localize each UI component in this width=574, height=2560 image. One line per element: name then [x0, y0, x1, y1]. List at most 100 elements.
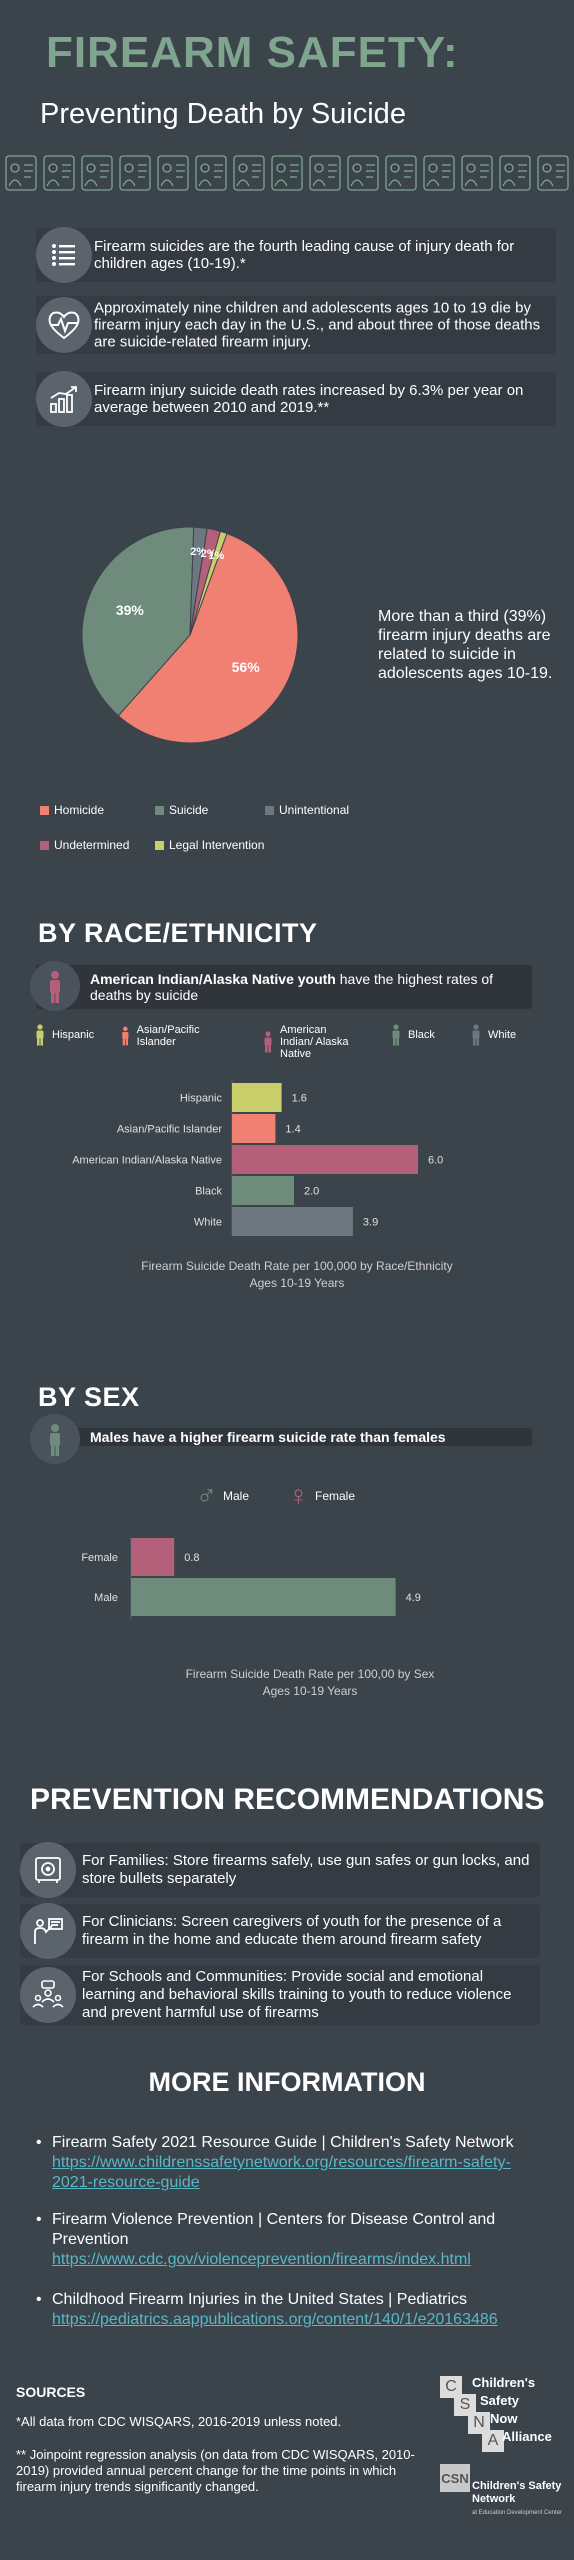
- legend-suicide: Suicide: [155, 803, 208, 817]
- bar-male: [131, 1578, 396, 1616]
- legend-undetermined: Undetermined: [40, 838, 129, 852]
- bar-category-label: Hispanic: [180, 1093, 223, 1105]
- race-legend-item: Black: [390, 1024, 435, 1046]
- csn-logo: CSN Children's Safety Network at Educati…: [436, 2464, 570, 2524]
- figure-icon: [423, 155, 455, 191]
- page-subtitle: Preventing Death by Suicide: [40, 98, 406, 130]
- race-banner: American Indian/Alaska Native youth have…: [30, 961, 532, 1011]
- legend-female: ♀ Female: [288, 1480, 356, 1511]
- info-item-3: • Childhood Firearm Injuries in the Unit…: [36, 2290, 536, 2330]
- pie-slice-label: 56%: [232, 659, 261, 675]
- figure-icon: [309, 155, 341, 191]
- bar-category-label: Black: [195, 1186, 222, 1198]
- bar-value-label: 3.9: [363, 1217, 378, 1229]
- pie-slice-homicide: [117, 532, 299, 744]
- figure-icon: [385, 155, 417, 191]
- bar-category-label: White: [194, 1217, 222, 1229]
- sources-note-1: *All data from CDC WISQARS, 2016-2019 un…: [16, 2414, 342, 2429]
- pie-note: More than a third (39%) firearm injury d…: [378, 608, 553, 682]
- race-legend-item: Hispanic: [34, 1024, 94, 1046]
- bar-category-label: American Indian/Alaska Native: [72, 1155, 222, 1167]
- race-bar-chart: Hispanic 1.6 Asian/Pacific Islander 1.4 Amer…: [72, 1080, 443, 1236]
- bar-value-label: 1.4: [285, 1124, 300, 1136]
- legend-legal-intervention: Legal Intervention: [155, 838, 264, 852]
- list-icon: [36, 227, 92, 283]
- female-symbol-icon: ♀: [288, 1480, 309, 1511]
- fact-text: Firearm suicides are the fourth leading …: [94, 238, 515, 272]
- csna-logo: C S N A Children's Safety Now Alliance: [436, 2374, 566, 2454]
- bar-category-label: Female: [81, 1552, 118, 1564]
- bar-category-label: Male: [94, 1592, 118, 1604]
- pie-slice-legal-intervention: [189, 530, 228, 636]
- bar-black: [232, 1176, 294, 1205]
- figure-icon: [347, 155, 379, 191]
- figure-icon: [157, 155, 189, 191]
- race-heading: BY RACE/ETHNICITY: [38, 918, 318, 948]
- clinician-icon: [20, 1903, 76, 1959]
- figure-icon: [5, 155, 37, 191]
- bar-category-label: Asian/Pacific Islander: [117, 1124, 222, 1136]
- bar-value-label: 0.8: [184, 1552, 199, 1564]
- bar-value-label: 2.0: [304, 1186, 319, 1198]
- figure-icon: [81, 155, 113, 191]
- race-legend-item: Asian/Pacific Islander: [120, 1024, 230, 1048]
- race-banner-text: have the highest rates of deaths by suic…: [90, 971, 494, 1003]
- people-icon-strip: [5, 155, 569, 191]
- person-icon: [30, 961, 80, 1011]
- info-item-1: • Firearm Safety 2021 Resource Guide | C…: [36, 2133, 536, 2193]
- bar-value-label: 6.0: [428, 1155, 443, 1167]
- fact-text: Approximately nine children and adolesce…: [94, 299, 541, 351]
- pie-slice-label: 2%: [190, 546, 206, 558]
- bar-value-label: 4.9: [406, 1592, 421, 1604]
- sex-chart-subtitle: Ages 10-19 Years: [262, 1684, 358, 1698]
- person-icon: [122, 1026, 129, 1046]
- legend-male: ♂ Male: [196, 1480, 250, 1511]
- info-link[interactable]: https://pediatrics.aappublications.org/c…: [52, 2311, 498, 2328]
- pie-slice-label: 39%: [116, 602, 145, 618]
- figure-icon: [271, 155, 303, 191]
- sex-bar-chart: Female 0.8 Male 4.9: [81, 1538, 421, 1620]
- bar-american-indian-alaska-native: [232, 1145, 418, 1174]
- safe-icon: [20, 1842, 76, 1898]
- pie-slice-label: 1%: [208, 550, 224, 562]
- prevention-families: For Families: Store firearms safely, use…: [20, 1842, 540, 1898]
- race-legend-item: American Indian/ Alaska Native: [262, 1024, 360, 1060]
- sex-banner-text: Males have a higher firearm suicide rate…: [90, 1429, 446, 1445]
- prevention-clinicians: For Clinicians: Screen caregivers of you…: [20, 1903, 540, 1959]
- info-link[interactable]: https://www.childrenssafetynetwork.org/r…: [52, 2154, 511, 2191]
- figure-icon: [537, 155, 569, 191]
- info-link[interactable]: https://www.cdc.gov/violenceprevention/f…: [52, 2251, 471, 2268]
- prevention-text: For Families: Store firearms safely, use…: [82, 1852, 530, 1887]
- bar-female: [131, 1538, 175, 1576]
- fact-2: Approximately nine children and adolesce…: [36, 296, 556, 354]
- more-info-heading: MORE INFORMATION: [148, 2067, 426, 2097]
- person-icon: [30, 1414, 80, 1464]
- person-icon: [36, 1024, 44, 1046]
- race-chart-subtitle: Ages 10-19 Years: [249, 1276, 345, 1290]
- race-chart-title: Firearm Suicide Death Rate per 100,000 b…: [141, 1259, 453, 1273]
- male-symbol-icon: ♂: [196, 1480, 217, 1511]
- figure-icon: [43, 155, 75, 191]
- fact-text: Firearm injury suicide death rates incre…: [94, 382, 524, 416]
- bar-white: [232, 1207, 353, 1236]
- figure-icon: [119, 155, 151, 191]
- sex-chart-title: Firearm Suicide Death Rate per 100,00 by…: [185, 1667, 435, 1681]
- pie-slice-suicide: [81, 526, 195, 717]
- sources-note-2: ** Joinpoint regression analysis (on dat…: [16, 2447, 415, 2494]
- fact-1: Firearm suicides are the fourth leading …: [36, 227, 556, 283]
- person-icon: [264, 1031, 272, 1053]
- person-icon: [472, 1024, 480, 1046]
- sources-heading: SOURCES: [16, 2384, 86, 2400]
- sex-banner: Males have a higher firearm suicide rate…: [30, 1414, 532, 1464]
- bar-value-label: 1.6: [292, 1093, 307, 1105]
- prevention-text: For Schools and Communities: Provide soc…: [82, 1968, 512, 2021]
- rising-chart-icon: [36, 371, 92, 427]
- prevention-text: For Clinicians: Screen caregivers of you…: [82, 1913, 502, 1948]
- bar-hispanic: [232, 1083, 282, 1112]
- figure-icon: [195, 155, 227, 191]
- info-item-2: • Firearm Violence Prevention | Centers …: [36, 2210, 536, 2270]
- fact-3: Firearm injury suicide death rates incre…: [36, 371, 556, 427]
- figure-icon: [461, 155, 493, 191]
- race-legend: Hispanic Asian/Pacific Islander American I…: [0, 1020, 574, 1060]
- heartbeat-icon: [36, 297, 92, 353]
